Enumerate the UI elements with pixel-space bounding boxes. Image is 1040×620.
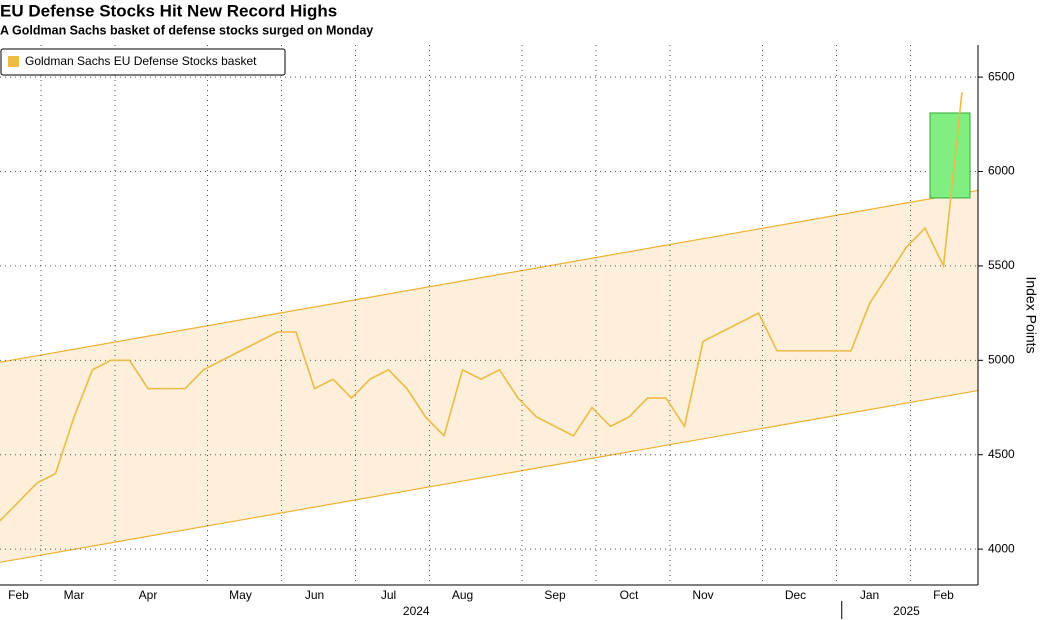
x-tick-label: Apr xyxy=(139,588,158,602)
highlight-box xyxy=(929,112,971,199)
x-tick-label: Aug xyxy=(452,588,473,602)
x-tick-label: Dec xyxy=(785,588,806,602)
legend-label: Goldman Sachs EU Defense Stocks basket xyxy=(25,54,257,68)
y-tick-label: 6000 xyxy=(988,164,1015,178)
y-tick-label: 4000 xyxy=(988,541,1015,555)
legend-box xyxy=(0,48,286,76)
x-group-label: 2025 xyxy=(893,604,920,618)
y-tick-label: 4500 xyxy=(988,447,1015,461)
y-tick-label: 5500 xyxy=(988,258,1015,272)
series-line xyxy=(0,92,963,522)
y-tick-label: 6500 xyxy=(988,69,1015,83)
channel-lower xyxy=(0,389,979,563)
legend: Goldman Sachs EU Defense Stocks basket xyxy=(0,48,286,76)
x-tick-label: Nov xyxy=(692,588,713,602)
x-tick-label: Feb xyxy=(933,588,954,602)
x-tick-label: Oct xyxy=(620,588,639,602)
x-tick-label: Sep xyxy=(544,588,566,602)
chart-subtitle: A Goldman Sachs basket of defense stocks… xyxy=(0,23,373,37)
legend-swatch xyxy=(8,56,19,67)
x-tick-label: May xyxy=(229,588,252,602)
y-tick-label: 5000 xyxy=(988,352,1015,366)
channel-upper xyxy=(0,189,979,363)
x-tick-label: Jun xyxy=(305,588,324,602)
x-group-label: 2024 xyxy=(403,604,430,618)
y-axis-title: Index Points xyxy=(1023,276,1039,353)
chart-title: EU Defense Stocks Hit New Record Highs xyxy=(0,1,337,20)
channel-band xyxy=(0,190,978,563)
x-tick-label: Feb xyxy=(8,588,29,602)
x-tick-label: Jan xyxy=(860,588,879,602)
x-tick-label: Jul xyxy=(381,588,396,602)
x-tick-label: Mar xyxy=(64,588,85,602)
